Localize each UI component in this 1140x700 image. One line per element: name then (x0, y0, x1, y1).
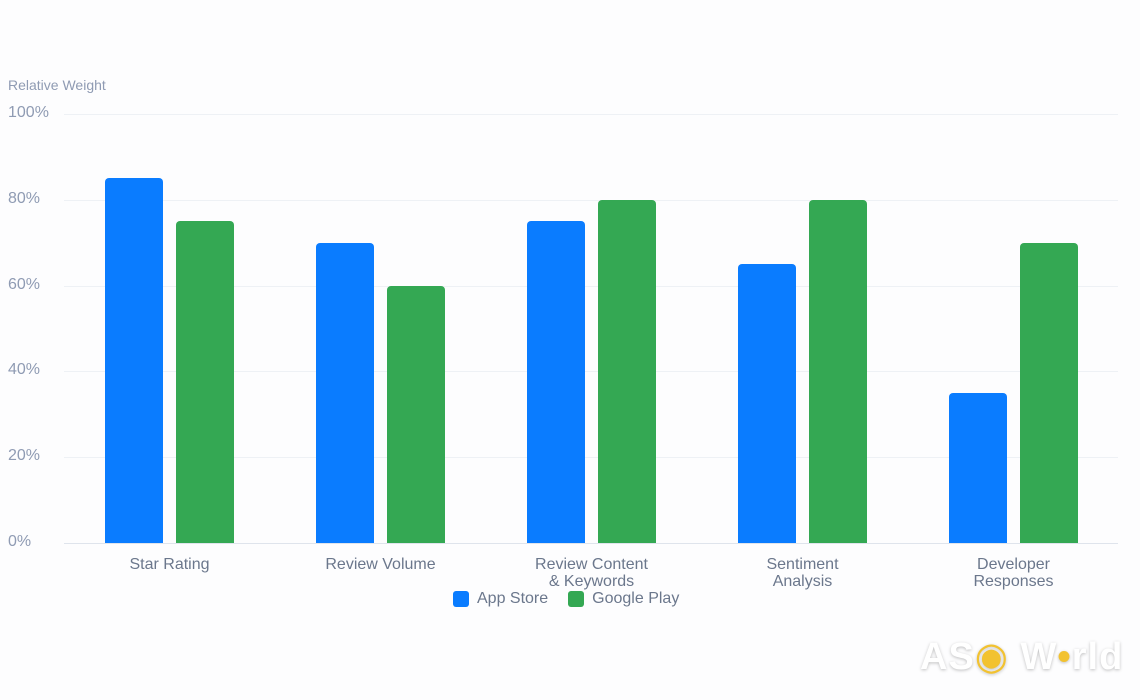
legend-item-app-store[interactable]: App Store (453, 590, 548, 608)
gridline (64, 457, 1118, 459)
y-tick: 60% (8, 275, 41, 293)
x-category-label: Review Volume (281, 556, 481, 573)
y-tick: 40% (8, 361, 41, 379)
category-line: Analysis (772, 573, 833, 590)
bar-app-store[interactable] (527, 221, 585, 543)
bar-app-store[interactable] (105, 178, 163, 543)
gridline (64, 114, 1118, 115)
x-category-label: Review Content & Keywords (492, 556, 692, 590)
legend-label: App Store (477, 590, 549, 607)
category-line: Sentiment (766, 556, 839, 573)
bar-app-store[interactable] (316, 242, 374, 543)
y-tick: 80% (8, 189, 41, 207)
bar-app-store[interactable] (738, 264, 796, 543)
aso-world-logo: AS◉ W•rld (920, 636, 1124, 678)
bar-google-play[interactable] (176, 221, 234, 543)
legend-item-google-play[interactable]: Google Play (568, 590, 679, 608)
y-tick: 0% (8, 533, 32, 550)
bar-google-play[interactable] (387, 285, 445, 543)
category-line: Responses (973, 573, 1054, 590)
legend: App Store Google Play (453, 590, 699, 608)
bar-google-play[interactable] (598, 199, 656, 543)
bar-google-play[interactable] (1020, 242, 1078, 543)
y-axis-label: Relative Weight (8, 77, 106, 93)
bar-app-store[interactable] (949, 392, 1007, 543)
category-line: Star Rating (129, 556, 210, 573)
bar-google-play[interactable] (809, 199, 867, 543)
x-axis (64, 543, 1118, 544)
x-category-label: Developer Responses (914, 556, 1114, 590)
category-line: & Keywords (548, 573, 635, 590)
category-line: Developer (977, 556, 1050, 573)
y-tick: 100% (8, 104, 49, 121)
gridline (64, 285, 1118, 287)
app-store-swatch (453, 591, 469, 607)
gridline (64, 199, 1118, 201)
x-category-label: Star Rating (70, 556, 270, 573)
category-line: Review Content (535, 556, 648, 573)
legend-label: Google Play (592, 590, 680, 607)
x-category-label: Sentiment Analysis (703, 556, 903, 590)
y-tick: 20% (8, 447, 41, 465)
gridline (64, 371, 1118, 373)
category-line: Review Volume (325, 556, 436, 573)
google-play-swatch (568, 591, 585, 607)
